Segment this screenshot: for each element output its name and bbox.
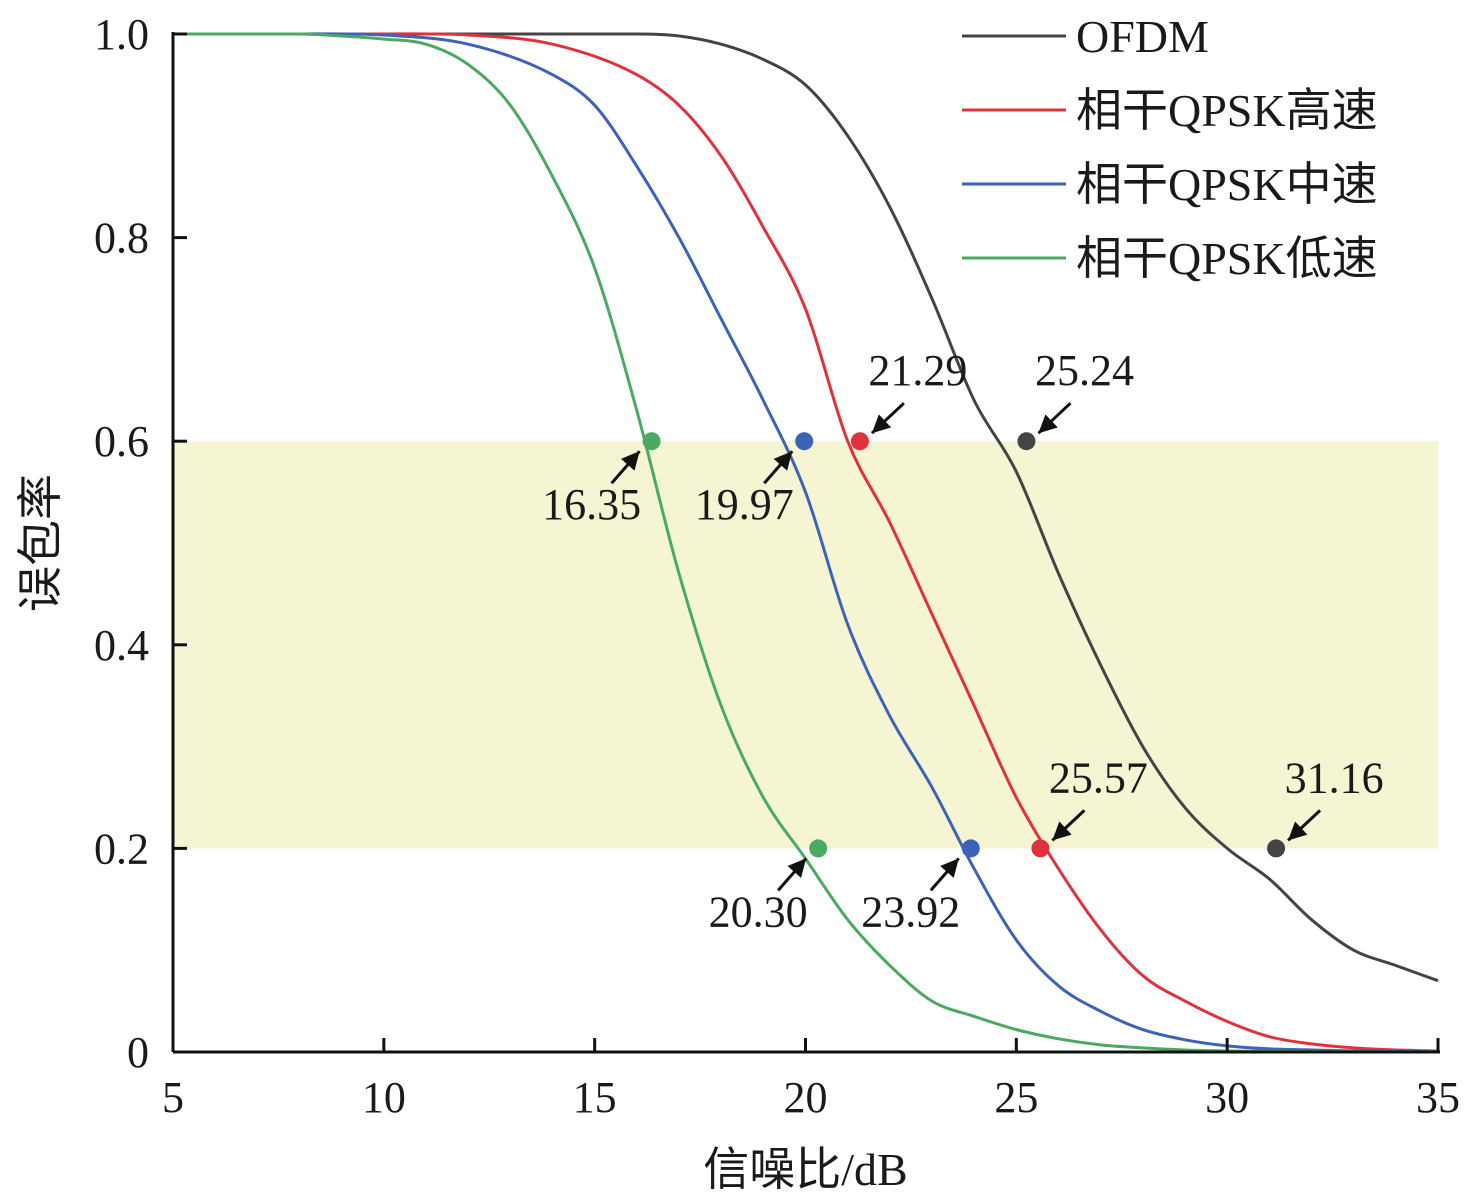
y-tick-label: 1.0 bbox=[94, 10, 149, 59]
annotation-arrow-head bbox=[1052, 821, 1072, 841]
highlight-band bbox=[173, 441, 1438, 849]
x-tick-label: 30 bbox=[1205, 1073, 1249, 1122]
legend-label: 相干QPSK高速 bbox=[1076, 85, 1378, 136]
annotation-label: 16.35 bbox=[542, 480, 641, 529]
legend-label: 相干QPSK低速 bbox=[1076, 233, 1378, 284]
data-point-marker bbox=[795, 432, 814, 451]
y-axis-label: 误包率 bbox=[15, 474, 66, 612]
annotation-arrow-head bbox=[620, 451, 640, 471]
x-tick-label: 20 bbox=[784, 1073, 828, 1122]
data-point-marker bbox=[1267, 839, 1286, 858]
x-tick-label: 10 bbox=[362, 1073, 406, 1122]
series-line-0 bbox=[173, 32, 1439, 983]
data-point-marker bbox=[961, 839, 980, 858]
legend-label: 相干QPSK中速 bbox=[1076, 159, 1378, 210]
data-point-marker bbox=[1031, 839, 1050, 858]
legend-label: OFDM bbox=[1076, 11, 1209, 62]
data-point-marker bbox=[642, 432, 661, 451]
annotation-label: 31.16 bbox=[1285, 753, 1384, 802]
annotation-arrow-head bbox=[1038, 414, 1058, 434]
annotation-label: 25.57 bbox=[1049, 753, 1148, 802]
annotation-arrow-head bbox=[1288, 821, 1308, 841]
data-point-marker bbox=[850, 432, 869, 451]
marker-layer: 16.35 19.97 21.29 25.24 20.30 23.92 25.57 31.16 bbox=[542, 346, 1383, 936]
annotation-label: 25.24 bbox=[1035, 346, 1134, 395]
x-axis-label: 信噪比/dB bbox=[703, 1144, 907, 1195]
y-tick-label: 0 bbox=[127, 1028, 149, 1077]
annotation-arrow-head bbox=[871, 414, 892, 434]
data-point-marker bbox=[809, 839, 828, 858]
annotation-arrow-head bbox=[773, 451, 793, 471]
series-line-2 bbox=[173, 32, 1439, 1054]
annotation-label: 20.30 bbox=[709, 887, 808, 936]
ticks: 5 10 15 20 25 30 35 0 0.2 0.4 0.6 0.8 1.0 bbox=[94, 10, 1460, 1122]
y-tick-label: 0.4 bbox=[94, 621, 149, 670]
annotation-arrow-head bbox=[787, 858, 807, 878]
annotation-label: 23.92 bbox=[861, 887, 960, 936]
x-tick-label: 15 bbox=[573, 1073, 617, 1122]
x-tick-label: 25 bbox=[994, 1073, 1038, 1122]
y-tick-label: 0.6 bbox=[94, 417, 149, 466]
y-tick-label: 0.8 bbox=[94, 214, 149, 263]
x-tick-label: 35 bbox=[1416, 1073, 1460, 1122]
data-point-marker bbox=[1017, 432, 1036, 451]
y-tick-label: 0.2 bbox=[94, 824, 149, 873]
x-tick-label: 5 bbox=[162, 1073, 184, 1122]
annotation-label: 19.97 bbox=[695, 480, 794, 529]
annotation-arrow-head bbox=[940, 858, 959, 878]
annotation-label: 21.29 bbox=[868, 346, 967, 395]
series-line-1 bbox=[173, 32, 1439, 1053]
